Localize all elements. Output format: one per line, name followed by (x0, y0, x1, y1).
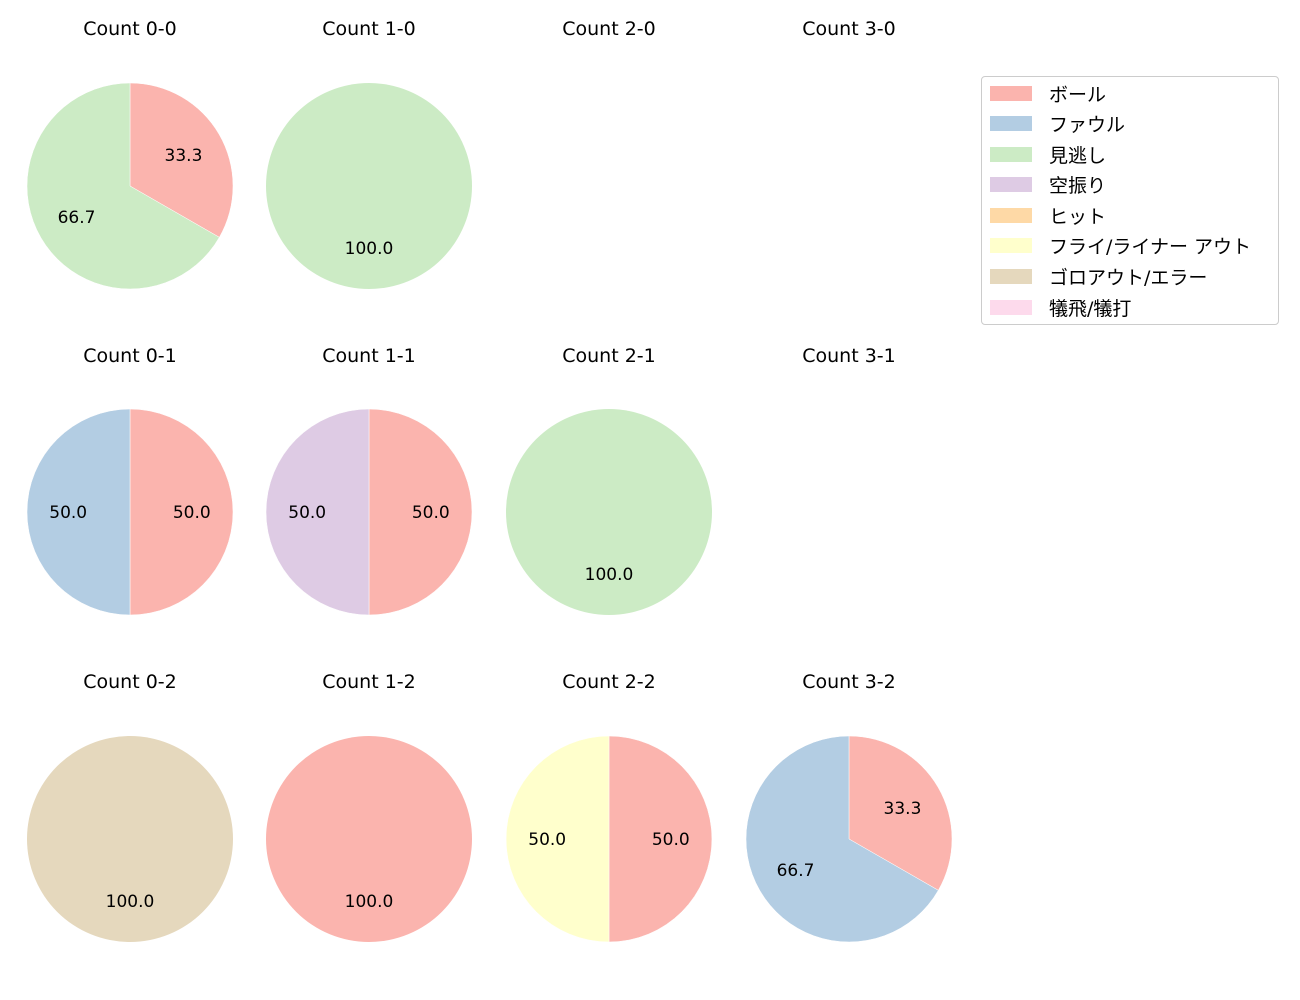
legend-item: ヒット (990, 203, 1107, 228)
slice-label: 100.0 (345, 892, 394, 912)
legend: ボール ファウル 見逃し 空振り ヒット フライ/ライナー アウト ゴロアウト/… (981, 76, 1279, 325)
panel-title: Count 3-0 (802, 18, 896, 40)
legend-label: 犠飛/犠打 (1049, 297, 1132, 320)
pie-slice (848, 735, 953, 891)
pie-panel: Count 3-2 33.3 66.7 (745, 671, 953, 943)
legend-swatch (990, 207, 1032, 223)
legend-swatch (990, 146, 1032, 162)
pie-slice (745, 735, 939, 943)
legend-item: フライ/ライナー アウト (990, 233, 1252, 258)
panel-title: Count 1-2 (322, 671, 416, 693)
slice-label: 100.0 (106, 892, 155, 912)
legend-item: ファウル (990, 111, 1126, 136)
legend-label: フライ/ライナー アウト (1049, 235, 1252, 258)
slice-label: 66.7 (777, 861, 815, 881)
legend-label: 空振り (1049, 174, 1107, 197)
pie-panel: Count 0-0 33.3 66.7 (26, 18, 234, 290)
legend-swatch (990, 237, 1032, 253)
slice-label: 50.0 (412, 503, 450, 523)
pie-slice (266, 83, 472, 289)
slice-label: 50.0 (528, 830, 566, 850)
legend-label: ボール (1049, 83, 1107, 106)
pie-slice (26, 408, 131, 616)
legend-label: ゴロアウト/エラー (1049, 266, 1208, 289)
pie-slice (26, 82, 220, 290)
slice-label: 50.0 (49, 503, 87, 523)
pie-panel: Count 2-2 50.0 50.0 (505, 671, 713, 943)
slice-label: 33.3 (884, 799, 922, 819)
pie-panel: Count 2-1 100.0 (506, 345, 712, 615)
panel-title: Count 0-1 (83, 345, 177, 367)
pie-panel: Count 3-0 (802, 18, 896, 40)
legend-label: 見逃し (1049, 144, 1107, 167)
legend-item: 空振り (990, 172, 1107, 197)
panel-title: Count 2-0 (562, 18, 656, 40)
legend-swatch (990, 85, 1032, 101)
panel-title: Count 0-0 (83, 18, 177, 40)
legend-label: ヒット (1049, 205, 1107, 228)
panel-title: Count 1-0 (322, 18, 416, 40)
panel-title: Count 3-2 (802, 671, 896, 693)
pie-panel: Count 1-2 100.0 (266, 671, 472, 942)
legend-swatch (990, 299, 1032, 315)
pie-panel: Count 1-0 100.0 (266, 18, 472, 289)
legend-swatch (990, 268, 1032, 284)
legend-item: 犠飛/犠打 (990, 295, 1132, 320)
slice-label: 33.3 (165, 146, 203, 166)
panel-title: Count 2-1 (562, 345, 656, 367)
slice-label: 100.0 (345, 239, 394, 259)
pie-slice (608, 735, 713, 943)
slice-label: 50.0 (288, 503, 326, 523)
pie-slice (27, 736, 233, 942)
pie-panel: Count 1-1 50.0 50.0 (265, 345, 473, 616)
panel-title: Count 2-2 (562, 671, 656, 693)
legend-swatch (990, 176, 1032, 192)
panel-title: Count 0-2 (83, 671, 177, 693)
legend-label: ファウル (1049, 113, 1126, 136)
legend-item: 見逃し (990, 142, 1107, 167)
pie-panel: Count 3-1 (802, 345, 896, 367)
slice-label: 50.0 (652, 830, 690, 850)
pie-slice (129, 82, 234, 238)
legend-item: ボール (990, 81, 1107, 106)
legend-swatch (990, 115, 1032, 131)
slice-label: 66.7 (58, 208, 96, 228)
pie-slice (265, 408, 370, 616)
pie-slice (368, 408, 473, 616)
pie-slice (506, 409, 712, 615)
panel-title: Count 1-1 (322, 345, 416, 367)
pie-slice (266, 736, 472, 942)
slice-label: 50.0 (173, 503, 211, 523)
pie-slice (129, 408, 234, 616)
pie-slice (505, 735, 610, 943)
slice-label: 100.0 (585, 565, 634, 585)
legend-item: ゴロアウト/エラー (990, 264, 1208, 289)
pie-panel: Count 0-1 50.0 50.0 (26, 345, 234, 616)
panel-title: Count 3-1 (802, 345, 896, 367)
pie-panel: Count 2-0 (562, 18, 656, 40)
pie-panel: Count 0-2 100.0 (27, 671, 233, 942)
